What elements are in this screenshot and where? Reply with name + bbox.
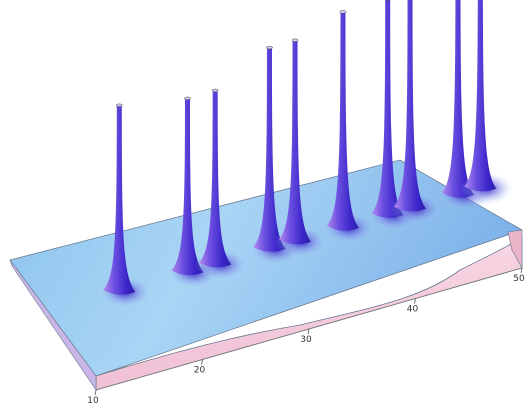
peak-6 bbox=[322, 10, 375, 244]
x-tick-mark bbox=[307, 328, 310, 335]
peak-spike bbox=[199, 90, 232, 268]
peak-spike bbox=[103, 105, 136, 295]
peak-tip bbox=[184, 96, 191, 101]
peak-spike bbox=[464, 0, 497, 192]
ticks-layer: 10 20 30 40 50 bbox=[87, 267, 525, 406]
x-tick-mark bbox=[520, 267, 523, 274]
peak-tip bbox=[339, 10, 347, 14]
x-tick-label: 30 bbox=[300, 335, 312, 345]
peak-spike bbox=[253, 47, 286, 252]
peak-8 bbox=[390, 0, 443, 225]
peak-spike bbox=[371, 0, 404, 218]
surface-front-face bbox=[95, 237, 523, 391]
x-tick-label: 20 bbox=[194, 366, 206, 376]
peak-spike bbox=[279, 40, 312, 245]
peak-tip bbox=[115, 103, 123, 107]
x-tick-mark bbox=[414, 298, 416, 304]
peak-3 bbox=[195, 88, 248, 281]
peak-spike bbox=[441, 0, 474, 198]
peak-spike bbox=[326, 11, 359, 231]
peak-10 bbox=[460, 0, 513, 205]
x-tick-label: 10 bbox=[87, 396, 99, 406]
peak-spike bbox=[171, 98, 204, 276]
x-tick-label: 50 bbox=[513, 274, 525, 284]
peak-spike bbox=[394, 0, 427, 212]
x-tick-mark bbox=[201, 359, 203, 365]
x-tick-mark bbox=[94, 389, 97, 396]
peak-tip bbox=[291, 38, 299, 42]
peak-5 bbox=[275, 38, 328, 258]
peaks-layer bbox=[99, 0, 513, 308]
peak-tip bbox=[211, 88, 219, 93]
peak-1 bbox=[99, 103, 152, 308]
peak-tip bbox=[266, 45, 273, 50]
x-tick-label: 40 bbox=[407, 305, 419, 315]
